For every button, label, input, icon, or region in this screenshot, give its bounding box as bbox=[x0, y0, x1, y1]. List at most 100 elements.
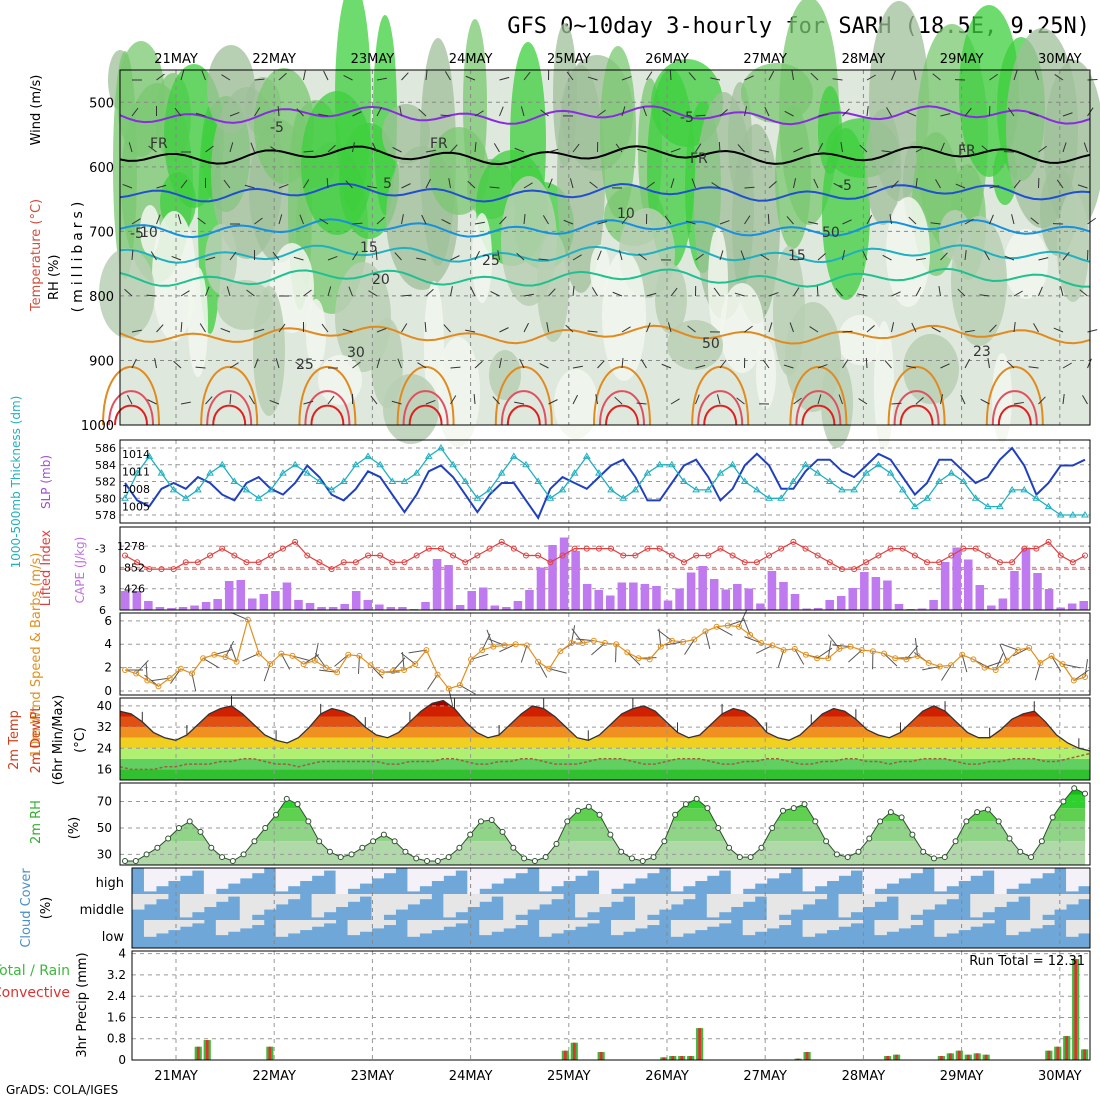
surface-contour bbox=[789, 366, 848, 426]
li-point bbox=[753, 559, 760, 566]
wind-barb bbox=[614, 396, 623, 405]
wind-barb bbox=[636, 148, 647, 153]
wind-barb bbox=[685, 220, 696, 225]
li-point bbox=[705, 552, 712, 559]
thickness-point bbox=[388, 477, 397, 484]
wind-barb bbox=[615, 143, 623, 153]
rh-shading bbox=[1057, 192, 1089, 302]
wind-barb bbox=[230, 644, 238, 662]
rh-point bbox=[229, 858, 236, 865]
cape-bar bbox=[248, 598, 257, 610]
y-tick-label: 700 bbox=[89, 225, 114, 240]
li-cape-frame bbox=[119, 526, 1091, 611]
cape-bar bbox=[825, 600, 834, 610]
wind-barb bbox=[278, 214, 283, 225]
thickness-point bbox=[266, 485, 275, 493]
wind-barb bbox=[539, 363, 549, 369]
wind-barb bbox=[376, 358, 381, 369]
thickness-point bbox=[1044, 502, 1053, 510]
wind-barb bbox=[195, 112, 206, 117]
cloud-gap bbox=[443, 868, 456, 876]
cloud-gap bbox=[1078, 894, 1091, 900]
cloud-gap bbox=[1018, 868, 1031, 884]
cape-bar bbox=[952, 547, 961, 610]
wind-speed-line bbox=[124, 617, 1086, 690]
wind-barb bbox=[465, 75, 476, 81]
li-point bbox=[182, 559, 189, 566]
li-point bbox=[814, 552, 821, 559]
cape-bar bbox=[386, 607, 396, 610]
cloud-gap bbox=[694, 920, 708, 931]
rh-frame bbox=[119, 782, 1091, 866]
wind-barb bbox=[704, 631, 711, 649]
wind-barb bbox=[229, 111, 240, 117]
cloud-gap bbox=[886, 920, 899, 932]
rh-shading bbox=[188, 267, 208, 377]
thickness-point bbox=[753, 485, 761, 493]
wind-barb bbox=[127, 394, 133, 405]
wind-point bbox=[177, 665, 184, 672]
wind-barb bbox=[342, 328, 353, 333]
bottom-x-tick-label: 29MAY bbox=[940, 1069, 984, 1084]
thickness-point bbox=[947, 469, 956, 476]
wind-barb bbox=[1034, 662, 1041, 681]
li-point bbox=[996, 559, 1003, 566]
wind-barb bbox=[492, 396, 500, 405]
wind-barb bbox=[201, 70, 206, 81]
wind-barb bbox=[229, 251, 237, 261]
wind-barb bbox=[299, 214, 304, 225]
cape-bar bbox=[721, 589, 731, 610]
rh-shading bbox=[590, 245, 610, 295]
cape-bar bbox=[675, 588, 684, 610]
wind-barb bbox=[866, 106, 869, 117]
wind-barb bbox=[719, 250, 724, 261]
wind-barb bbox=[1062, 663, 1081, 669]
wind-barb bbox=[205, 256, 216, 261]
isotherm-line bbox=[119, 182, 1091, 203]
wind-barb bbox=[440, 114, 451, 117]
thickness-point bbox=[169, 485, 178, 493]
wind-barb bbox=[915, 146, 925, 153]
wind-barb bbox=[931, 326, 941, 333]
wind-point bbox=[735, 623, 742, 630]
cape-bar bbox=[987, 605, 996, 610]
wind-barb bbox=[793, 147, 803, 153]
surface-contour bbox=[991, 390, 1038, 426]
wind-barb bbox=[695, 394, 700, 405]
wind-barb bbox=[938, 286, 941, 297]
precip-conv-bar bbox=[1065, 1036, 1069, 1060]
precip-conv-bar bbox=[1047, 1050, 1051, 1060]
li-point bbox=[122, 552, 128, 559]
temp-bands bbox=[120, 700, 1090, 780]
wind-barb bbox=[962, 142, 966, 153]
cape-bar bbox=[582, 584, 592, 610]
wind-point bbox=[401, 666, 408, 673]
cloud-gap bbox=[143, 894, 157, 905]
cloud-gap bbox=[563, 868, 576, 881]
cloud-gap bbox=[910, 894, 923, 915]
wind-point bbox=[825, 655, 832, 662]
wind-barb bbox=[762, 359, 770, 369]
li-point bbox=[474, 552, 481, 559]
wind-barb bbox=[135, 659, 149, 674]
li-point bbox=[680, 559, 687, 566]
wind-point bbox=[702, 628, 709, 635]
li-point bbox=[389, 559, 396, 566]
wind-barb bbox=[229, 393, 232, 405]
rh-point bbox=[844, 854, 851, 861]
rh-point bbox=[348, 851, 355, 858]
wind-barb bbox=[809, 326, 819, 333]
cloud-gap bbox=[587, 920, 600, 924]
cloud-gap bbox=[1006, 894, 1019, 902]
contour-label: -5 bbox=[130, 226, 144, 242]
wind-point bbox=[646, 656, 653, 663]
surface-contour bbox=[801, 404, 836, 426]
surface-contour bbox=[893, 390, 940, 426]
cloud-gap bbox=[287, 894, 301, 900]
cloud-gap bbox=[946, 868, 959, 887]
cloud-gap bbox=[539, 868, 552, 892]
cloud-gap bbox=[946, 920, 959, 934]
wind-barb bbox=[889, 214, 892, 225]
cloud-gap bbox=[1066, 868, 1079, 892]
wind-barb bbox=[295, 361, 304, 369]
